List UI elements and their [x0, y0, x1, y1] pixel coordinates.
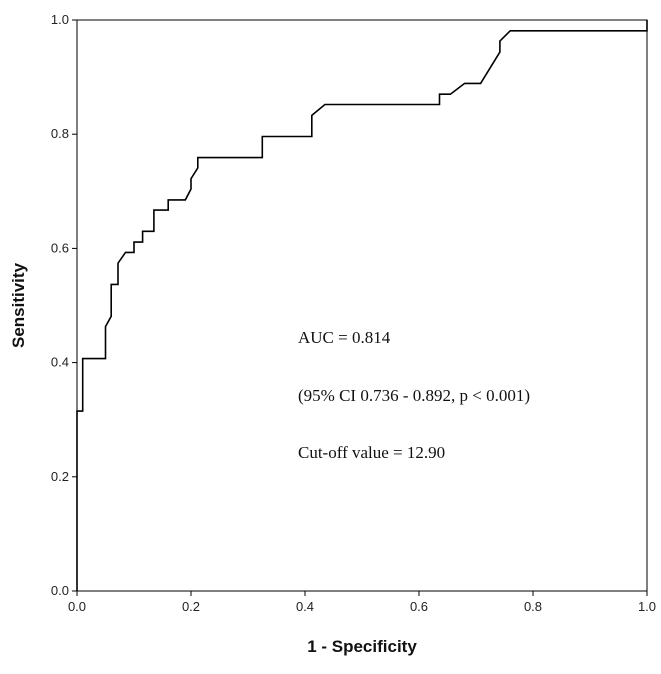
- ci-annotation: (95% CI 0.736 - 0.892, p < 0.001): [298, 386, 530, 405]
- y-tick-label: 0.0: [51, 583, 69, 598]
- y-tick-label: 0.8: [51, 126, 69, 141]
- y-tick-label: 0.6: [51, 240, 69, 255]
- y-axis: 0.0 0.2 0.4 0.6 0.8 1.0: [51, 12, 77, 598]
- x-tick-label: 1.0: [638, 599, 656, 614]
- x-tick-label: 0.2: [182, 599, 200, 614]
- x-axis-title: 1 - Specificity: [307, 637, 417, 656]
- x-tick-label: 0.6: [410, 599, 428, 614]
- y-tick-label: 0.4: [51, 355, 69, 370]
- y-tick-label: 0.2: [51, 469, 69, 484]
- x-axis: 0.0 0.2 0.4 0.6 0.8 1.0: [68, 591, 656, 614]
- x-tick-label: 0.4: [296, 599, 314, 614]
- x-tick-label: 0.8: [524, 599, 542, 614]
- x-tick-label: 0.0: [68, 599, 86, 614]
- auc-annotation: AUC = 0.814: [298, 328, 391, 347]
- y-axis-title: Sensitivity: [9, 262, 28, 348]
- roc-curve-line: [76, 20, 648, 591]
- y-tick-label: 1.0: [51, 12, 69, 27]
- cutoff-annotation: Cut-off value = 12.90: [298, 443, 445, 462]
- plot-frame: [76, 19, 648, 592]
